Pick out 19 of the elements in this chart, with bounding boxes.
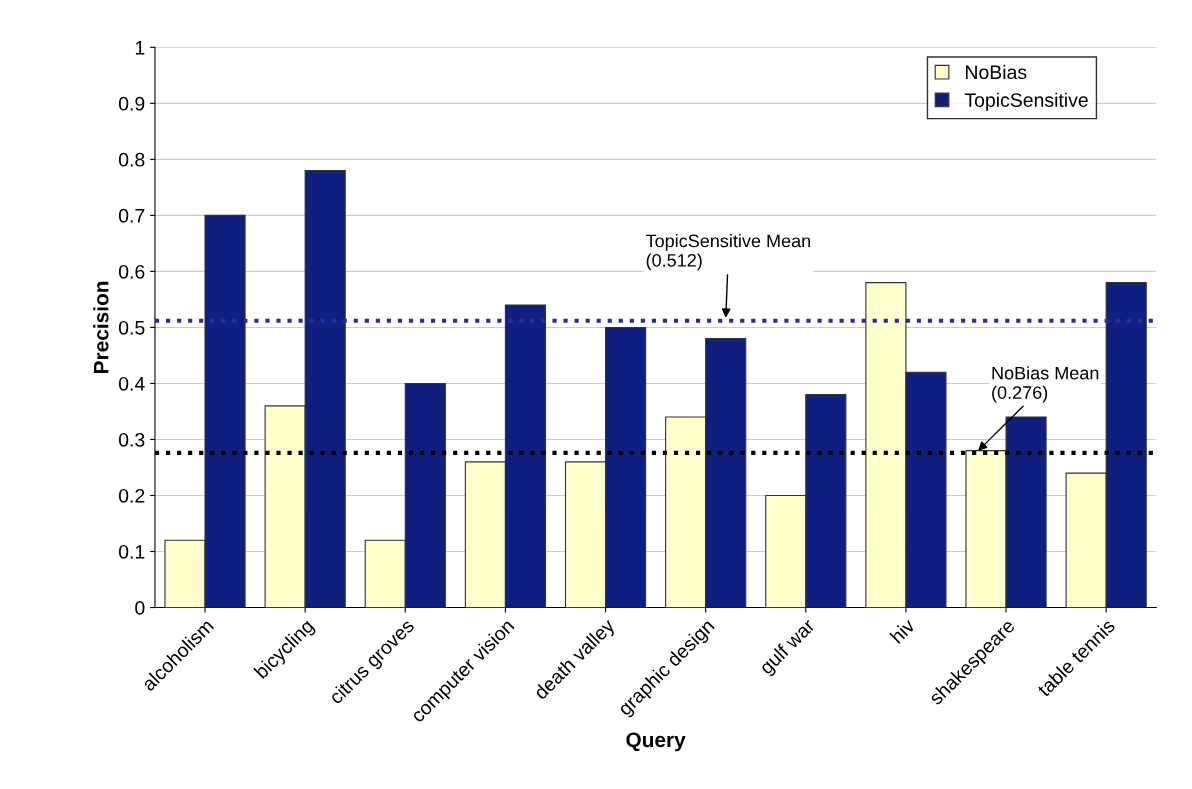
y-tick-label: 0.8 xyxy=(118,152,145,167)
ref-line-label: TopicSensitive Mean (0.512) xyxy=(645,234,810,271)
y-axis-title: Precision xyxy=(93,281,109,373)
x-tick-label: hiv xyxy=(889,617,916,644)
y-tick-label: 0.2 xyxy=(118,488,145,503)
x-tick-label: gulf war xyxy=(758,617,819,678)
y-tick-label: 0.1 xyxy=(118,544,145,559)
legend-label: TopicSensitive xyxy=(964,92,1088,111)
y-tick-label: 0.3 xyxy=(118,432,145,447)
x-axis-title: Query xyxy=(626,732,686,752)
legend-label: NoBias xyxy=(965,64,1027,80)
y-tick-label: 0 xyxy=(135,601,145,615)
ref-line-label: NoBias Mean (0.276) xyxy=(992,366,1099,403)
y-tick-label: 0.4 xyxy=(118,376,145,391)
y-tick-label: 0.5 xyxy=(118,320,145,335)
y-tick-label: 0.9 xyxy=(118,96,145,111)
y-tick-label: 0.6 xyxy=(118,264,145,279)
y-tick-label: 0.7 xyxy=(118,208,145,223)
y-tick-label: 1 xyxy=(135,41,145,55)
